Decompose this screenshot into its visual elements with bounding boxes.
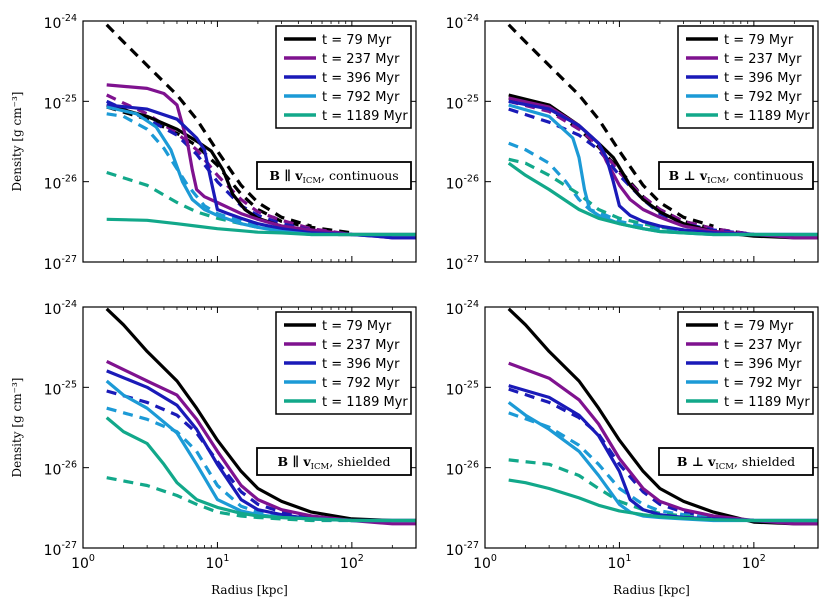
panel-4: 10-27 10-26 10-25 10-24 100 101 102 Radius [kpc… — [446, 299, 819, 597]
series-line-5 — [105, 416, 416, 523]
panel-label-text: B ⊥ vICM, shielded — [677, 454, 795, 472]
y-tick-label: 10-27 — [446, 254, 479, 273]
panel-label-text: B ⊥ vICM, continuous — [669, 168, 804, 186]
y-tick-label: 10-26 — [44, 460, 77, 479]
legend-label: t = 396 Myr — [322, 357, 400, 372]
panel-2: 10-27 10-26 10-25 10-24 t = 79 Myr t = 237 My… — [446, 13, 819, 273]
legend-label: t = 237 Myr — [322, 338, 400, 353]
y-tick-label: 10-26 — [44, 174, 77, 193]
panel-label-box — [658, 161, 814, 190]
y-tick-label: 10-25 — [44, 379, 77, 398]
legend-label: t = 792 Myr — [724, 90, 802, 105]
y-tick-label: 10-27 — [44, 254, 77, 273]
x-tick-label: 100 — [473, 553, 497, 572]
legend-label: t = 79 Myr — [322, 33, 392, 48]
legend-label: t = 396 Myr — [724, 71, 802, 86]
x-axis-label: Radius [kpc] — [613, 583, 690, 597]
y-axis-label: Density [g cm⁻³] — [10, 378, 24, 478]
axes-frame — [484, 20, 819, 263]
x-tick-label: 100 — [71, 553, 95, 572]
legend-label: t = 1189 Myr — [724, 395, 810, 410]
legend-label: t = 79 Myr — [322, 319, 392, 334]
initial-profile-line — [105, 23, 312, 228]
panel-label: B ∥ vICM, continuous — [256, 161, 412, 190]
y-tick-label: 10-27 — [446, 540, 479, 559]
y-axis-label: Density [g cm⁻³] — [10, 92, 24, 192]
x-tick-label: 102 — [742, 553, 766, 572]
legend: t = 79 Myr t = 237 Myr t = 396 Myr t = 792 … — [677, 25, 814, 129]
legend-label: t = 792 Myr — [322, 90, 400, 105]
axes-frame — [82, 20, 417, 263]
series-dashed-line-4 — [508, 141, 754, 237]
series-line-5 — [106, 217, 416, 237]
legend-label: t = 79 Myr — [724, 319, 794, 334]
legend-label: t = 792 Myr — [322, 376, 400, 391]
legend-label: t = 237 Myr — [322, 52, 400, 67]
panel-label: B ⊥ vICM, shielded — [658, 447, 814, 476]
panel-1: 10-27 10-26 10-25 10-24 Density [g cm⁻³] t = … — [10, 13, 417, 273]
legend-label: t = 792 Myr — [724, 376, 802, 391]
y-tick-label: 10-25 — [446, 379, 479, 398]
panel-label: B ⊥ vICM, continuous — [658, 161, 814, 190]
plot-lines — [507, 307, 818, 526]
plot-lines — [105, 23, 416, 240]
panel-label-text: B ∥ vICM, continuous — [269, 168, 398, 186]
series-dashed-line-5 — [508, 458, 754, 523]
plot-lines — [105, 307, 416, 526]
y-tick-label: 10-24 — [446, 13, 479, 32]
panel-label-box — [256, 161, 412, 190]
legend-label: t = 1189 Myr — [322, 109, 408, 124]
panel-label-text: B ∥ vICM, shielded — [278, 454, 391, 472]
legend-label: t = 1189 Myr — [322, 395, 408, 410]
legend-label: t = 396 Myr — [724, 357, 802, 372]
y-tick-label: 10-26 — [446, 460, 479, 479]
legend-label: t = 79 Myr — [724, 33, 794, 48]
legend-label: t = 237 Myr — [724, 338, 802, 353]
series-dashed-line-5 — [508, 157, 754, 237]
y-tick-label: 10-24 — [446, 299, 479, 318]
y-tick-label: 10-24 — [44, 13, 77, 32]
panel-label-box — [658, 447, 814, 476]
series-line-5 — [508, 478, 818, 523]
series-dashed-line-5 — [106, 170, 352, 237]
legend-label: t = 396 Myr — [322, 71, 400, 86]
series-dashed-line-2 — [508, 99, 755, 237]
y-tick-label: 10-27 — [44, 540, 77, 559]
legend-label: t = 1189 Myr — [724, 109, 810, 124]
x-tick-label: 101 — [607, 553, 631, 572]
y-tick-label: 10-24 — [44, 299, 77, 318]
legend: t = 79 Myr t = 237 Myr t = 396 Myr t = 792 … — [275, 25, 412, 129]
x-tick-label: 102 — [340, 553, 364, 572]
panel-label-box — [256, 447, 412, 476]
legend-label: t = 237 Myr — [724, 52, 802, 67]
y-tick-label: 10-25 — [44, 93, 77, 112]
axes-frame — [484, 306, 819, 549]
x-axis-label: Radius [kpc] — [211, 583, 288, 597]
series-dashed-line-3 — [106, 389, 353, 523]
axes-frame — [82, 306, 417, 549]
y-tick-label: 10-26 — [446, 174, 479, 193]
series-dashed-line-2 — [106, 93, 353, 237]
series-dashed-line-4 — [508, 411, 755, 523]
series-dashed-line-3 — [508, 387, 755, 523]
y-tick-label: 10-25 — [446, 93, 479, 112]
legend: t = 79 Myr t = 237 Myr t = 396 Myr t = 792 … — [275, 311, 412, 415]
x-tick-label: 101 — [205, 553, 229, 572]
legend: t = 79 Myr t = 237 Myr t = 396 Myr t = 792 … — [677, 311, 814, 415]
panel-3: 10-27 10-26 10-25 10-24 100 101 102 Radius [kpc… — [10, 299, 417, 597]
panel-label: B ∥ vICM, shielded — [256, 447, 412, 476]
plot-lines — [507, 23, 818, 240]
initial-profile-line — [507, 23, 714, 228]
series-line-5 — [507, 161, 818, 237]
